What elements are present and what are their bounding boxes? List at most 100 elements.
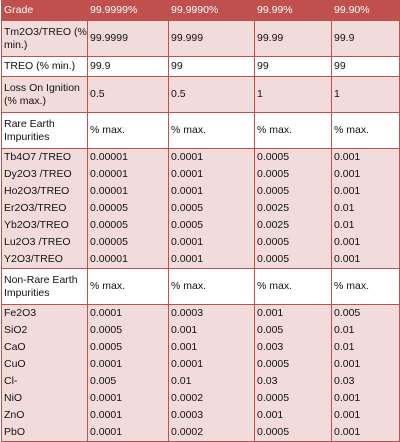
table-cell: 0.0002: [168, 390, 255, 407]
table-cell: 0.03: [331, 373, 400, 390]
table-cell: 0.0005: [168, 200, 255, 217]
row-label: Dy2O3 /TREO: [1, 166, 88, 183]
table-cell: 0.0005: [254, 251, 332, 269]
table-cell: 99: [331, 56, 400, 77]
table-row: Loss On Ignition (% max.) 0.5 0.5 1 1: [1, 76, 400, 113]
table-cell: 0.00001: [87, 183, 169, 200]
row-label: Loss On Ignition (% max.): [1, 76, 88, 113]
table-cell: % max.: [168, 112, 255, 149]
table-row: Cl- 0.005 0.01 0.03 0.03: [1, 373, 400, 390]
table-cell: 0.001: [168, 322, 255, 339]
table-row: Y2O3/TREO 0.00001 0.0001 0.0005 0.001: [1, 251, 400, 269]
table-cell: 0.0002: [168, 424, 255, 442]
table-row: TREO (% min.) 99.9 99 99 99: [1, 56, 400, 77]
table-row: Rare Earth Impurities % max. % max. % ma…: [1, 112, 400, 149]
row-label: Lu2O3 /TREO: [1, 234, 88, 251]
table-cell: 0.0001: [168, 166, 255, 183]
table-row: Lu2O3 /TREO 0.00005 0.0001 0.0005 0.001: [1, 234, 400, 251]
table-cell: 0.01: [331, 339, 400, 356]
column-header-grade: Grade: [1, 0, 88, 21]
table-cell: 0.0001: [87, 390, 169, 407]
section-label-non-rare-earth: Non-Rare Earth Impurities: [1, 268, 88, 305]
table-cell: 0.00005: [87, 217, 169, 234]
table-cell: 0.0005: [168, 217, 255, 234]
table-cell: 0.0001: [87, 424, 169, 442]
row-label: NiO: [1, 390, 88, 407]
table-row: Ho2O3/TREO 0.00001 0.0001 0.0005 0.001: [1, 183, 400, 200]
table-cell: 0.01: [168, 373, 255, 390]
table-cell: 0.0001: [87, 407, 169, 424]
row-label: CaO: [1, 339, 88, 356]
table-cell: 0.0005: [87, 339, 169, 356]
table-row: CuO 0.0001 0.0001 0.0005 0.001: [1, 356, 400, 373]
row-label: Ho2O3/TREO: [1, 183, 88, 200]
table-header-row: Grade 99.9999% 99.9990% 99.99% 99.90%: [1, 0, 400, 21]
table-cell: % max.: [254, 112, 332, 149]
table-row: PbO 0.0001 0.0002 0.0005 0.001: [1, 424, 400, 442]
table-cell: 0.001: [331, 356, 400, 373]
column-header-grade-2: 99.9990%: [168, 0, 255, 21]
row-label: Y2O3/TREO: [1, 251, 88, 269]
table-row: Yb2O3/TREO 0.00005 0.0005 0.0025 0.01: [1, 217, 400, 234]
table-cell: 0.01: [331, 322, 400, 339]
table-cell: % max.: [331, 268, 400, 305]
table-cell: 0.0005: [87, 322, 169, 339]
table-row: Fe2O3 0.0001 0.0003 0.001 0.005: [1, 304, 400, 322]
row-label: Tm2O3/TREO (% min.): [1, 20, 88, 57]
table-cell: 0.001: [168, 339, 255, 356]
table-cell: 0.00001: [87, 166, 169, 183]
table-cell: 1: [254, 76, 332, 113]
table-cell: 0.001: [331, 183, 400, 200]
table-cell: 0.01: [331, 217, 400, 234]
table-cell: 99.9999: [87, 20, 169, 57]
row-label: CuO: [1, 356, 88, 373]
row-label: ZnO: [1, 407, 88, 424]
column-header-grade-1: 99.9999%: [87, 0, 169, 21]
table-cell: 99.9: [87, 56, 169, 77]
table-cell: 0.0001: [168, 148, 255, 166]
row-label: PbO: [1, 424, 88, 442]
table-row: Tb4O7 /TREO 0.00001 0.0001 0.0005 0.001: [1, 148, 400, 166]
table-cell: 0.5: [168, 76, 255, 113]
table-cell: 0.001: [331, 251, 400, 269]
table-cell: 0.001: [254, 407, 332, 424]
table-cell: 0.0001: [168, 356, 255, 373]
table-cell: 99: [168, 56, 255, 77]
table-cell: % max.: [331, 112, 400, 149]
table-cell: 0.001: [331, 407, 400, 424]
table-cell: 0.0005: [254, 424, 332, 442]
table-cell: 0.0005: [254, 234, 332, 251]
table-cell: 0.00001: [87, 148, 169, 166]
table-cell: % max.: [87, 112, 169, 149]
table-cell: 99.999: [168, 20, 255, 57]
row-label: Tb4O7 /TREO: [1, 148, 88, 166]
table-cell: % max.: [168, 268, 255, 305]
table-cell: 99.9: [331, 20, 400, 57]
table-cell: 0.0005: [254, 183, 332, 200]
table-cell: 0.0005: [254, 356, 332, 373]
table-cell: 0.03: [254, 373, 332, 390]
table-row: Er2O3/TREO 0.00005 0.0005 0.0025 0.01: [1, 200, 400, 217]
table-cell: 0.0005: [254, 166, 332, 183]
table-cell: 0.0025: [254, 200, 332, 217]
row-label: Er2O3/TREO: [1, 200, 88, 217]
table-row: ZnO 0.0001 0.0003 0.001 0.001: [1, 407, 400, 424]
table-cell: 0.0001: [168, 234, 255, 251]
table-cell: % max.: [87, 268, 169, 305]
table-cell: 0.0001: [168, 183, 255, 200]
table-cell: 0.005: [254, 322, 332, 339]
table-cell: 0.001: [331, 234, 400, 251]
table-row: SiO2 0.0005 0.001 0.005 0.01: [1, 322, 400, 339]
row-label: Cl-: [1, 373, 88, 390]
table-cell: 0.001: [331, 148, 400, 166]
table-cell: 0.0003: [168, 304, 255, 322]
table-cell: 0.005: [331, 304, 400, 322]
table-cell: 0.0003: [168, 407, 255, 424]
table-cell: 0.0001: [87, 356, 169, 373]
table-cell: 0.001: [254, 304, 332, 322]
table-cell: 0.0025: [254, 217, 332, 234]
column-header-grade-4: 99.90%: [331, 0, 400, 21]
table-cell: 0.0001: [168, 251, 255, 269]
table-row: Dy2O3 /TREO 0.00001 0.0001 0.0005 0.001: [1, 166, 400, 183]
